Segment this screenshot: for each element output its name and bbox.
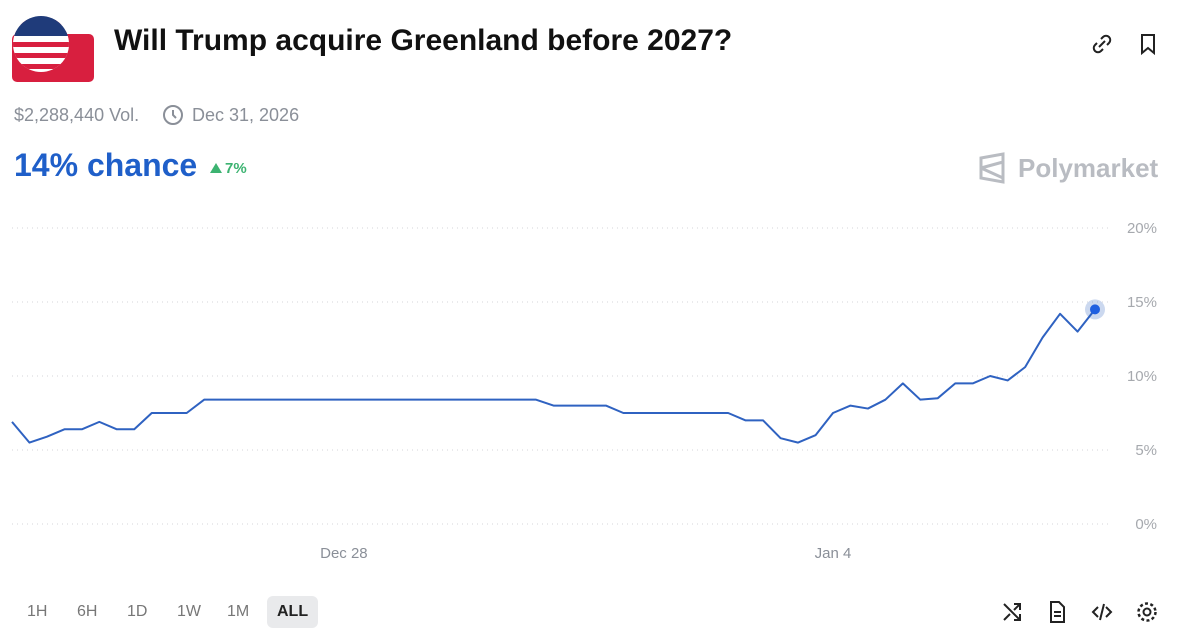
range-button[interactable]: 1W bbox=[177, 603, 201, 620]
range-button[interactable]: 6H bbox=[77, 603, 98, 620]
range-button[interactable]: ALL bbox=[267, 596, 319, 628]
title: Will Trump acquire Greenland before 2027… bbox=[114, 24, 733, 57]
y-tick-label: 15% bbox=[1127, 294, 1157, 311]
change: 7% bbox=[225, 160, 247, 177]
y-tick-label: 20% bbox=[1127, 220, 1157, 237]
settings-icon[interactable] bbox=[1135, 600, 1159, 624]
shuffle-icon[interactable] bbox=[1000, 600, 1024, 624]
x-tick-label: Dec 28 bbox=[320, 545, 368, 562]
range-button[interactable]: 1M bbox=[227, 603, 250, 620]
clock-icon bbox=[163, 105, 183, 125]
bookmark-icon[interactable] bbox=[1136, 32, 1160, 56]
end-date: Dec 31, 2026 bbox=[192, 105, 300, 125]
end-point bbox=[1090, 304, 1100, 315]
up-arrow bbox=[210, 163, 222, 173]
chance: 14% chance bbox=[14, 147, 198, 183]
range-button[interactable]: 1H bbox=[27, 603, 48, 620]
range-button[interactable]: 1D bbox=[127, 603, 148, 620]
line bbox=[11, 308, 1096, 444]
link-icon[interactable] bbox=[1090, 32, 1114, 56]
y-tick-label: 0% bbox=[1135, 516, 1157, 533]
document-icon[interactable] bbox=[1045, 600, 1069, 624]
y-tick-label: 5% bbox=[1135, 442, 1157, 459]
y-tick-label: 10% bbox=[1127, 368, 1157, 385]
market-icon bbox=[12, 16, 94, 82]
x-tick-label: Jan 4 bbox=[815, 545, 852, 562]
brand: Polymarket bbox=[1018, 153, 1159, 183]
volume: $2,288,440 Vol. bbox=[14, 105, 140, 125]
chart: 0% 5% 10% 15% 20% Dec 28 Jan 4 bbox=[11, 220, 1157, 562]
brand-logo bbox=[979, 152, 1005, 184]
embed-icon[interactable] bbox=[1090, 600, 1114, 624]
